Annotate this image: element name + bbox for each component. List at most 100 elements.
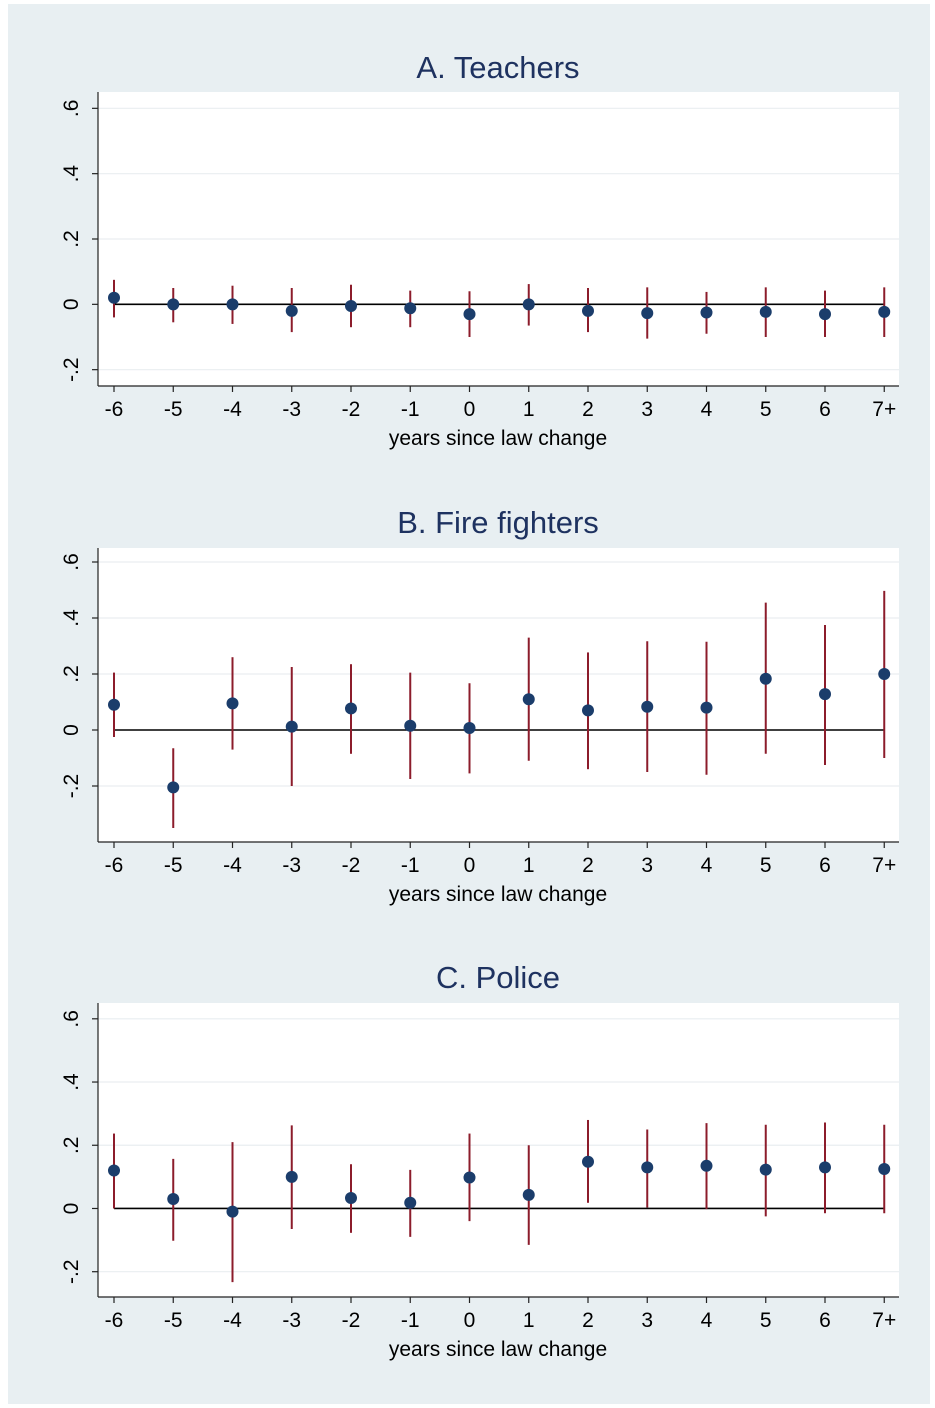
x-tick-label: 2 <box>582 1309 594 1332</box>
x-tick-label: -2 <box>342 1309 361 1332</box>
plot-area <box>98 548 899 842</box>
x-tick-label: 2 <box>582 398 594 421</box>
y-tick-label: -.2 <box>60 774 83 799</box>
x-tick-label: 6 <box>819 398 831 421</box>
data-point <box>167 1193 180 1205</box>
data-point <box>226 1205 239 1218</box>
x-tick-label: -5 <box>164 398 183 421</box>
data-point <box>404 1196 417 1209</box>
y-tick-label: 0 <box>60 1203 83 1215</box>
chart-title: A. Teachers <box>416 50 579 85</box>
x-tick-label: -4 <box>223 1309 242 1332</box>
x-tick-label: 2 <box>582 854 594 877</box>
data-point <box>878 305 891 318</box>
chart-panels: -.2 0 .2 .4 .6 -6 -5 -4 -3 -2 -1 0 1 2 3 4 5 6 7+ years sin… <box>60 50 899 1361</box>
x-tick-label: 1 <box>523 1309 535 1332</box>
y-tick-label: .2 <box>60 230 83 248</box>
data-point <box>404 719 417 732</box>
chart-title: C. Police <box>436 960 560 995</box>
x-tick-label: -6 <box>105 854 124 877</box>
x-tick-label: -6 <box>105 398 124 421</box>
data-point <box>522 1188 535 1201</box>
x-tick-label: -1 <box>401 1309 420 1332</box>
x-tick-label: -5 <box>164 1309 183 1332</box>
x-tick-label: -3 <box>282 854 301 877</box>
x-tick-label: -3 <box>282 398 301 421</box>
data-point <box>463 722 476 735</box>
data-point <box>700 1159 713 1172</box>
data-point <box>463 1171 476 1184</box>
x-tick-label: 0 <box>464 1309 476 1332</box>
x-tick-label: 7+ <box>872 1309 896 1332</box>
data-point <box>700 306 713 319</box>
data-point <box>285 304 298 317</box>
data-point <box>759 672 772 685</box>
x-tick-label: -4 <box>223 854 242 877</box>
x-tick-label: 3 <box>641 398 653 421</box>
data-point <box>167 298 180 311</box>
x-tick-label: -6 <box>105 1309 124 1332</box>
y-tick-label: -.2 <box>60 357 83 382</box>
data-point <box>641 307 654 320</box>
data-point <box>582 304 594 317</box>
x-tick-label: 0 <box>464 854 476 877</box>
y-tick-label: .4 <box>60 609 83 627</box>
x-tick-label: 3 <box>641 1309 653 1332</box>
x-tick-label: -1 <box>401 398 420 421</box>
chart-title: B. Fire fighters <box>397 505 599 540</box>
x-tick-label: 6 <box>819 854 831 877</box>
data-point <box>582 704 594 717</box>
x-tick-label: -5 <box>164 854 183 877</box>
x-tick-label: 4 <box>701 854 713 877</box>
panel-3: -.2 0 .2 .4 .6 -6 -5 -4 -3 -2 -1 0 1 2 3 4 5 6 7+ years sin… <box>60 960 899 1361</box>
y-tick-label: .2 <box>60 665 83 683</box>
x-tick-label: 0 <box>464 398 476 421</box>
x-axis-label: years since law change <box>389 883 607 906</box>
x-tick-label: 4 <box>701 1309 713 1332</box>
y-tick-label: 0 <box>60 298 83 310</box>
data-point <box>345 1192 357 1205</box>
data-point <box>108 291 120 304</box>
x-tick-label: -1 <box>401 854 420 877</box>
data-point <box>285 720 298 733</box>
data-point <box>819 1161 831 1174</box>
y-tick-label: .6 <box>60 553 83 571</box>
data-point <box>878 1162 891 1175</box>
y-tick-label: .4 <box>60 165 83 183</box>
data-point <box>522 298 535 311</box>
x-tick-label: 5 <box>760 1309 772 1332</box>
data-point <box>641 1161 654 1174</box>
x-tick-label: 6 <box>819 1309 831 1332</box>
data-point <box>108 698 120 711</box>
y-tick-label: -.2 <box>60 1259 83 1284</box>
y-tick-label: .6 <box>60 1010 83 1028</box>
x-tick-label: 7+ <box>872 854 896 877</box>
x-tick-label: 5 <box>760 854 772 877</box>
data-point <box>167 781 180 794</box>
x-tick-label: 1 <box>523 398 535 421</box>
panel-2: -.2 0 .2 .4 .6 -6 -5 -4 -3 -2 -1 0 1 2 3 4 5 6 7+ years sin… <box>60 505 899 906</box>
x-tick-label: 7+ <box>872 398 896 421</box>
data-point <box>700 701 713 714</box>
data-point <box>582 1155 594 1168</box>
data-point <box>759 1163 772 1176</box>
x-axis-label: years since law change <box>389 1338 607 1361</box>
x-tick-label: 1 <box>523 854 535 877</box>
data-point <box>819 688 831 701</box>
data-point <box>878 668 891 680</box>
data-point <box>108 1164 120 1177</box>
data-point <box>226 298 239 311</box>
y-tick-label: .6 <box>60 100 83 118</box>
data-point <box>345 702 357 715</box>
y-tick-label: 0 <box>60 724 83 736</box>
x-tick-label: -2 <box>342 854 361 877</box>
x-tick-label: 3 <box>641 854 653 877</box>
x-tick-label: -2 <box>342 398 361 421</box>
y-tick-label: .2 <box>60 1137 83 1155</box>
data-point <box>404 302 417 315</box>
data-point <box>641 700 654 713</box>
x-tick-label: 5 <box>760 398 772 421</box>
data-point <box>522 693 535 706</box>
data-point <box>226 697 239 710</box>
